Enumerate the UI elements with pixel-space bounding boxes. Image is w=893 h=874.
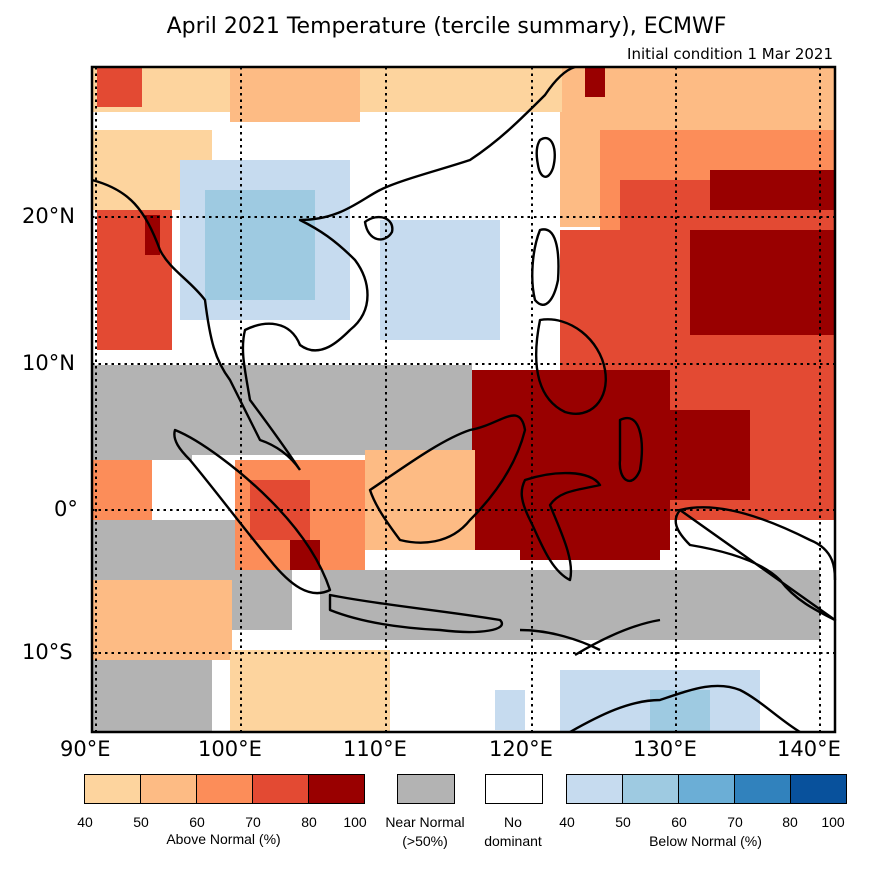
no-dominant-caption-line1: No (504, 814, 522, 830)
below-tick-50: 50 (615, 814, 631, 830)
below-segment-2 (679, 775, 735, 803)
region-near-south-band (320, 570, 820, 640)
region-above-e-red (560, 230, 640, 380)
below-tick-80: 80 (782, 814, 798, 830)
coastline-hainan (363, 215, 394, 241)
no-dominant-caption-line2: dominant (484, 833, 542, 849)
forecast-fill-layer (92, 67, 835, 732)
above-tick-100: 100 (343, 814, 367, 830)
near-normal-caption-line1: Near Normal (385, 814, 465, 830)
region-below-scs (380, 220, 500, 340)
region-above-west-coast (92, 460, 152, 520)
coastline-visayas-mindanao (534, 318, 607, 415)
coastline-halmahera (618, 416, 643, 483)
region-near-sw-2 (92, 660, 212, 732)
region-above-sumatra-dark (290, 540, 320, 570)
region-above-north-mid (230, 67, 360, 122)
above-tick-60: 60 (189, 814, 205, 830)
region-below-mainland-mid (205, 190, 315, 300)
near-normal-swatch (397, 774, 455, 804)
below-tick-40: 40 (559, 814, 575, 830)
lat-label-20n: 20°N (22, 204, 75, 228)
region-near-mid-band-2 (92, 390, 192, 460)
above-tick-80: 80 (301, 814, 317, 830)
region-above-top-dark (585, 67, 605, 97)
region-above-ne-dark (710, 170, 835, 210)
below-segment-3 (735, 775, 791, 803)
region-above-dark-east (670, 410, 750, 500)
below-tick-60: 60 (671, 814, 687, 830)
colorbar-below-normal (566, 774, 847, 804)
below-tick-100: 100 (821, 814, 845, 830)
lon-label-120e: 120°E (489, 737, 553, 761)
above-tick-40: 40 (77, 814, 93, 830)
above-segment-0 (85, 775, 141, 803)
region-above-south-light (230, 650, 390, 732)
coastline-australia (569, 684, 801, 734)
lat-label-10n: 10°N (22, 351, 75, 375)
below-tick-70: 70 (727, 814, 743, 830)
region-above-nw-red (97, 67, 142, 107)
lon-label-100e: 100°E (198, 737, 262, 761)
lon-label-140e: 140°E (777, 737, 841, 761)
above-segment-4 (309, 775, 364, 803)
above-tick-70: 70 (245, 814, 261, 830)
coastline-java (328, 593, 504, 634)
above-normal-caption: Above Normal (%) (166, 831, 281, 847)
above-segment-2 (197, 775, 253, 803)
above-tick-50: 50 (133, 814, 149, 830)
initial-condition-label: Initial condition 1 Mar 2021 (627, 45, 833, 63)
lon-label-110e: 110°E (343, 737, 407, 761)
above-segment-1 (141, 775, 197, 803)
lon-label-90e: 90°E (60, 737, 111, 761)
lat-label-10s: 10°S (22, 640, 73, 664)
coastlines (91, 65, 837, 734)
region-above-ne-dark-2 (690, 230, 835, 335)
above-segment-3 (253, 775, 309, 803)
below-segment-1 (623, 775, 679, 803)
below-segment-4 (791, 775, 846, 803)
region-above-west-red (97, 200, 172, 350)
near-normal-caption-line2: (>50%) (402, 833, 448, 849)
coastline-taiwan (535, 136, 556, 178)
graticule (92, 67, 835, 732)
coastline-mainland (91, 65, 576, 471)
coastline-sulawesi (520, 471, 602, 582)
coastline-borneo (368, 414, 527, 544)
lon-label-130e: 130°E (633, 737, 697, 761)
no-dominant-swatch (485, 774, 543, 804)
coastline-lesser-sunda (519, 618, 661, 657)
colorbar-above-normal (84, 774, 365, 804)
coastline-sumatra (173, 428, 332, 595)
region-below-far-se (495, 690, 525, 730)
region-above-borneo (365, 450, 475, 550)
below-segment-0 (567, 775, 623, 803)
lat-label-0: 0° (54, 497, 78, 521)
region-below-se-mid (650, 690, 710, 732)
map-title: April 2021 Temperature (tercile summary)… (166, 14, 727, 39)
region-above-sw-light (92, 580, 232, 660)
map-frame (90, 65, 837, 734)
below-normal-caption: Below Normal (%) (649, 833, 762, 849)
